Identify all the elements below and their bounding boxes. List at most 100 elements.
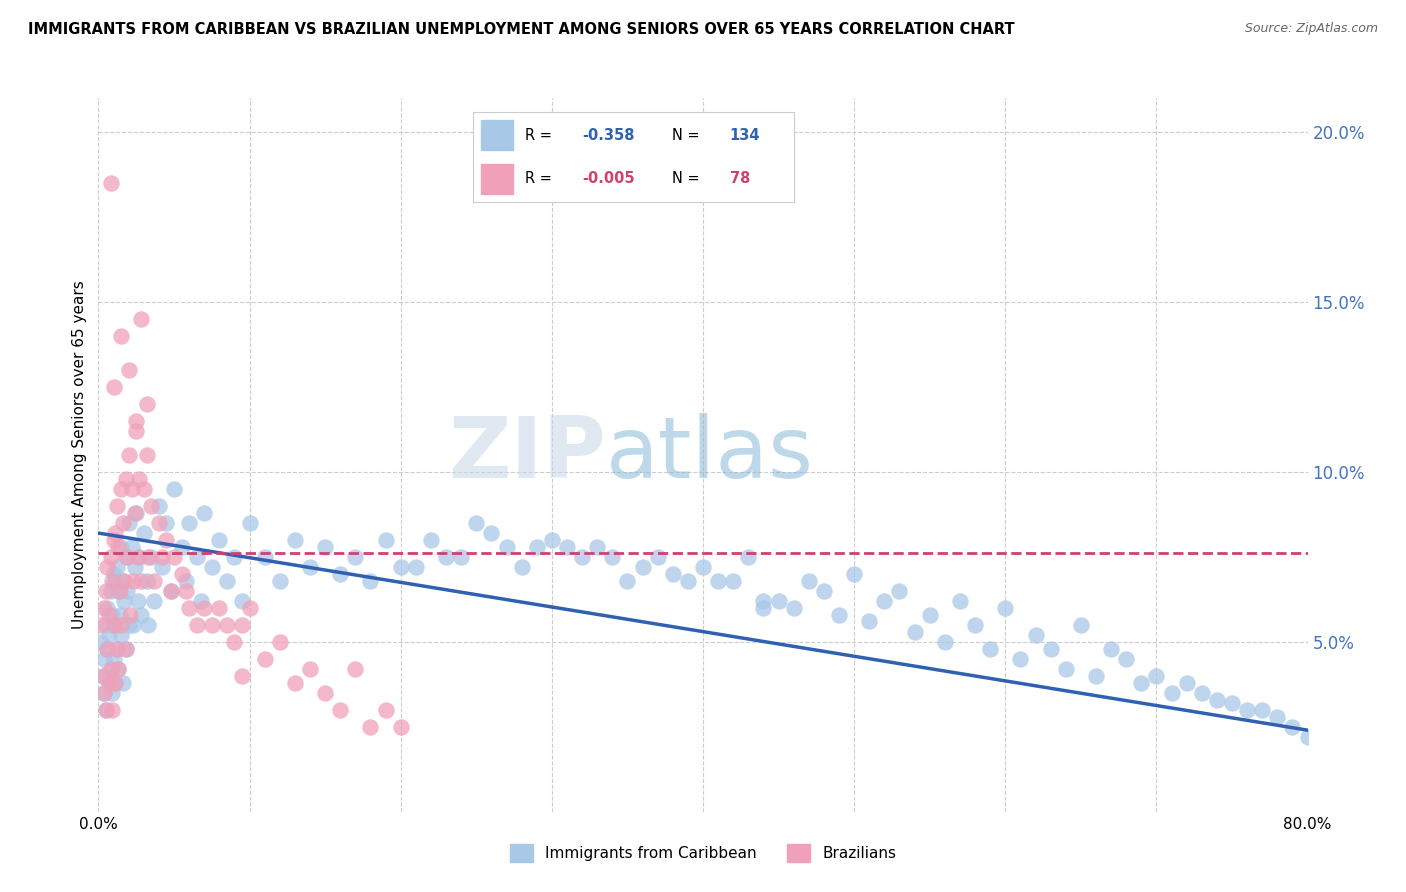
Point <box>797 574 820 588</box>
Point <box>108 583 131 598</box>
Point <box>105 641 128 656</box>
Point <box>813 583 835 598</box>
Point <box>179 516 201 530</box>
Point <box>420 533 443 547</box>
Text: ZIP: ZIP <box>449 413 606 497</box>
Point <box>110 540 132 554</box>
Point <box>100 662 122 676</box>
Point <box>103 617 125 632</box>
Point <box>602 549 624 564</box>
Point <box>128 549 150 564</box>
Point <box>1267 709 1289 723</box>
Point <box>360 720 382 734</box>
Point <box>160 583 183 598</box>
Point <box>647 549 669 564</box>
Point <box>555 540 578 554</box>
Point <box>135 397 157 411</box>
Point <box>120 607 142 622</box>
Point <box>101 703 124 717</box>
Point <box>112 574 135 588</box>
Point <box>844 566 866 581</box>
Point <box>124 506 146 520</box>
Point <box>231 617 253 632</box>
Point <box>98 628 121 642</box>
Point <box>858 615 880 629</box>
Point <box>1130 675 1153 690</box>
Point <box>93 686 115 700</box>
Point <box>1144 669 1167 683</box>
Point <box>125 424 148 438</box>
Point <box>112 594 135 608</box>
Point <box>174 583 197 598</box>
Point <box>143 594 166 608</box>
Point <box>94 617 117 632</box>
Point <box>150 549 173 564</box>
Point <box>135 574 157 588</box>
Point <box>231 594 253 608</box>
Point <box>918 607 941 622</box>
Point <box>155 533 177 547</box>
Point <box>405 560 427 574</box>
Point <box>1099 641 1122 656</box>
Text: Source: ZipAtlas.com: Source: ZipAtlas.com <box>1244 22 1378 36</box>
Point <box>374 703 396 717</box>
Point <box>105 499 128 513</box>
Point <box>111 675 134 690</box>
Point <box>1281 720 1303 734</box>
Point <box>129 574 152 588</box>
Point <box>150 560 173 574</box>
Point <box>94 583 117 598</box>
Point <box>193 600 215 615</box>
Point <box>107 662 129 676</box>
Point <box>389 720 412 734</box>
Point <box>190 594 212 608</box>
Point <box>253 549 276 564</box>
Point <box>481 526 503 541</box>
Point <box>170 566 193 581</box>
Point <box>122 617 145 632</box>
Point <box>122 574 145 588</box>
Text: atlas: atlas <box>606 413 814 497</box>
Point <box>93 600 115 615</box>
Point <box>616 574 638 588</box>
Point <box>118 448 141 462</box>
Point <box>103 617 125 632</box>
Point <box>692 560 714 574</box>
Point <box>94 703 117 717</box>
Point <box>284 675 307 690</box>
Point <box>114 472 136 486</box>
Point <box>96 641 118 656</box>
Point <box>115 583 138 598</box>
Point <box>110 617 132 632</box>
Point <box>143 574 166 588</box>
Point <box>104 675 127 690</box>
Point <box>118 363 141 377</box>
Point <box>105 641 128 656</box>
Point <box>148 516 170 530</box>
Point <box>100 662 122 676</box>
Point <box>103 652 125 666</box>
Point <box>111 516 134 530</box>
Point <box>163 482 186 496</box>
Point <box>90 635 112 649</box>
Point <box>540 533 562 547</box>
Point <box>1054 662 1077 676</box>
Point <box>662 566 685 581</box>
Point <box>201 560 224 574</box>
Point <box>239 600 262 615</box>
Point <box>179 600 201 615</box>
Point <box>450 549 472 564</box>
Point <box>91 669 114 683</box>
Point <box>208 600 231 615</box>
Point <box>118 516 141 530</box>
Point <box>360 574 382 588</box>
Point <box>107 540 129 554</box>
Point <box>186 549 208 564</box>
Point <box>170 540 193 554</box>
Point <box>96 560 118 574</box>
Point <box>314 540 336 554</box>
Point <box>299 560 322 574</box>
Point <box>101 686 124 700</box>
Point <box>783 600 806 615</box>
Point <box>160 583 183 598</box>
